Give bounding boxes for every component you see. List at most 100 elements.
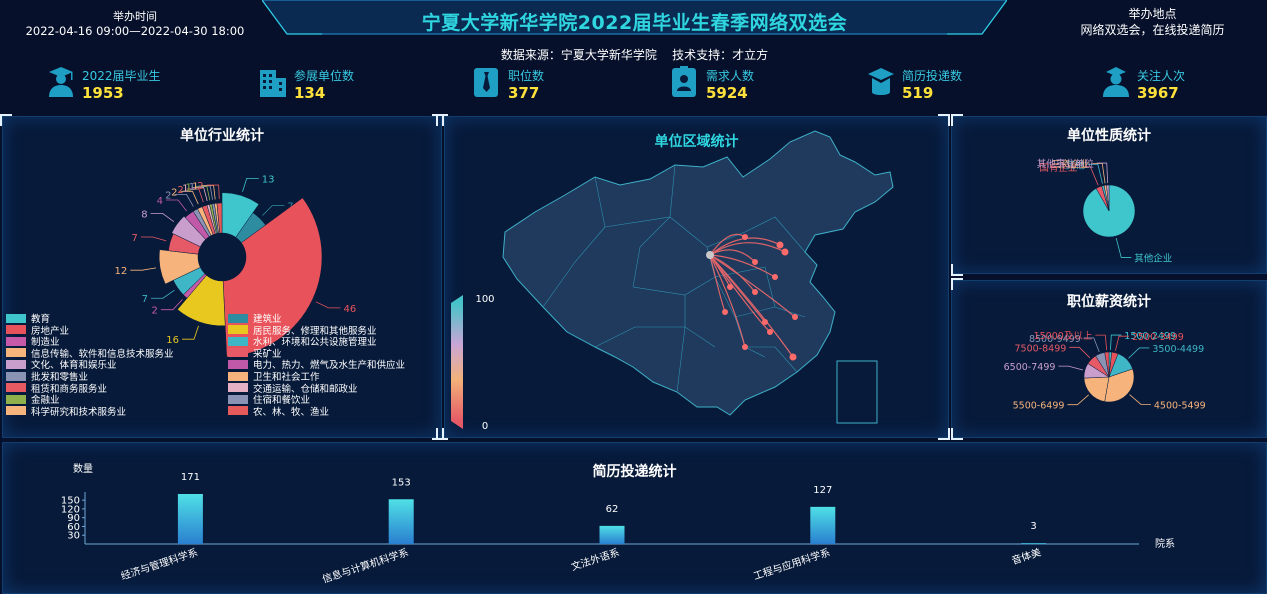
resume-bar[interactable] [388,499,414,544]
pie-label-line [1092,163,1106,184]
industry-value-label: 46 [343,304,356,315]
stat-value: 3967 [1137,84,1179,102]
industry-value-label: 7 [142,294,148,305]
stat-value: 5924 [706,84,748,102]
bar-value-label: 62 [606,504,619,515]
pie-category-label: 7500-8499 [1015,343,1067,354]
corner-mark [951,428,963,440]
x-category-label: 音体美 [1010,545,1043,567]
pie-label-line [1095,334,1108,351]
legend-swatch [228,406,248,416]
industry-label-line [206,184,220,200]
pie-label-line [1110,334,1122,351]
industry-label-line [174,193,194,207]
pie-category-label: 1500-2499 [1124,331,1176,342]
stat-label: 职位数 [508,69,545,83]
salary-panel: 职位薪资统计 1500-2499 2500-3499 3500-4499 4500-5… [951,280,1267,438]
resume-bar[interactable] [599,525,625,544]
pie-slice[interactable] [1083,376,1110,402]
corner-mark [436,428,448,440]
legend-item[interactable]: 教育 [6,311,50,325]
bar-value-label: 171 [181,472,200,483]
legend-label: 文化、体育和娱乐业 [31,360,117,372]
legend-item[interactable]: 卫生和社会工作 [228,369,320,383]
tie-icon [474,68,498,97]
legend-label: 制造业 [31,337,60,349]
legend-item[interactable]: 水利、环境和公共设施管理业 [228,334,377,348]
stat-demand: 需求人数 5924 [670,64,860,104]
pie-label-line [1083,337,1100,352]
x-category-label: 信息与计算机科学系 [321,545,411,585]
legend-item[interactable]: 文化、体育和娱乐业 [6,357,117,371]
visual-map-min: 0 [482,421,488,432]
event-time: 举办时间 2022-04-16 09:00—2022-04-30 18:00 [10,10,260,38]
legend-item[interactable]: 科学研究和技术服务业 [6,404,126,418]
legend-swatch [6,325,26,335]
user-icon [1103,67,1129,97]
legend-item[interactable]: 住宿和餐饮业 [228,392,310,406]
industry-label-line [186,188,204,203]
industry-label-line [198,185,213,200]
legend-item[interactable]: 房地产业 [6,323,69,337]
legend-label: 信息传输、软件和信息技术服务业 [31,348,174,360]
header-banner [262,0,1007,35]
corner-mark [938,114,950,126]
bar-value-label: 3 [1030,521,1036,532]
stat-value: 377 [508,84,540,102]
y-axis-title: 数量 [73,462,93,475]
industry-label-line [182,325,199,340]
legend-swatch [228,383,248,393]
page-title: 宁夏大学新华学院2022届毕业生春季网络双选会 [421,12,848,34]
legend-item[interactable]: 租赁和商务服务业 [6,381,107,395]
legend-label: 房地产业 [31,325,70,337]
legend-label: 电力、热力、燃气及水生产和供应业 [253,360,406,372]
legend-label: 批发和零售业 [31,372,89,383]
legend-label: 科学研究和技术服务业 [31,406,127,418]
x-axis-title: 院系 [1155,537,1175,550]
industry-value-label: 2 [152,306,158,317]
legend-swatch [228,313,248,323]
pie-slice[interactable] [1104,368,1135,403]
legend-item[interactable]: 建筑业 [228,311,282,325]
corner-mark [951,278,963,290]
pie-category-label: 其他企业 [1134,252,1172,264]
legend-item[interactable]: 信息传输、软件和信息技术服务业 [6,346,174,360]
pie-category-label: 国有企业 [1039,162,1077,174]
industry-value-label: 13 [262,174,275,185]
pie-slice[interactable] [1104,351,1110,378]
stat-label: 关注人次 [1137,69,1186,83]
pie-category-label: 6500-7499 [1004,362,1056,373]
legend-item[interactable]: 电力、热力、燃气及水生产和供应业 [228,357,405,371]
stat-positions: 职位数 377 [472,64,662,104]
legend-label: 金融业 [31,395,60,407]
industry-label-line [180,190,199,205]
bar-value-label: 127 [813,485,832,496]
legend-item[interactable]: 居民服务、修理和其他服务业 [228,323,377,337]
legend-item[interactable]: 批发和零售业 [6,369,88,383]
industry-value-label: 16 [166,335,179,346]
x-category-label: 文法外语系 [569,545,621,573]
legend-item[interactable]: 制造业 [6,334,60,348]
stat-value: 1953 [82,84,124,102]
resume-bar[interactable] [1021,543,1047,545]
resume-bar[interactable] [810,506,836,544]
legend-item[interactable]: 交通运输、仓储和邮政业 [228,381,358,395]
legend-item[interactable]: 采矿业 [228,346,282,360]
nature-title: 单位性质统计 [1067,128,1151,144]
industry-value-label: 4 [157,196,163,207]
resume-bar[interactable] [177,494,203,544]
industry-value-label: 2 [165,190,171,201]
pie-slice[interactable] [1106,184,1110,212]
corner-mark [0,114,12,126]
corner-mark [436,114,448,126]
stat-resumes: 简历投递数 519 [866,64,1056,104]
legend-item[interactable]: 农、林、牧、渔业 [228,404,329,418]
map-borders [542,164,806,393]
legend-swatch [6,383,26,393]
y-tick-label: 60 [67,522,80,533]
pie-category-label: 三资企业 [1051,158,1089,170]
legend-item[interactable]: 金融业 [6,392,60,406]
pie-label-line [1128,347,1150,359]
